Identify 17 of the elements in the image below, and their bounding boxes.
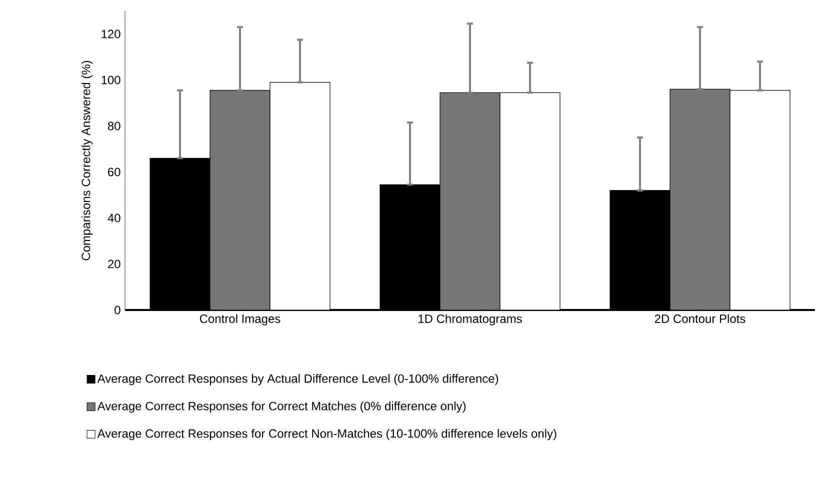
y-tick-label: 0 <box>114 306 120 314</box>
y-tick-label: 20 <box>108 260 120 268</box>
legend-label: Average Correct Responses for Correct Non-Matches (10-100% difference levels only) <box>97 428 556 440</box>
y-tick-label: 40 <box>108 214 120 222</box>
y-tick-label: 120 <box>102 30 120 38</box>
bar <box>440 92 500 310</box>
bar <box>210 90 270 310</box>
x-tick-label: Control Images <box>200 314 280 326</box>
y-tick-label: 100 <box>102 76 120 84</box>
x-tick-label: 1D Chromatograms <box>418 314 522 326</box>
x-tick-label: 2D Contour Plots <box>654 314 746 324</box>
bar <box>670 88 730 310</box>
y-axis-title: Comparisons Correctly Answered (%) <box>81 60 93 260</box>
y-tick-label: 80 <box>108 122 120 130</box>
legend-label: Average Correct Responses by Actual Difference Level (0-100% difference) <box>97 374 498 386</box>
legend-label: Average Correct Responses for Correct Matches (0% difference only) <box>97 402 466 413</box>
y-tick-label: 60 <box>108 168 120 176</box>
